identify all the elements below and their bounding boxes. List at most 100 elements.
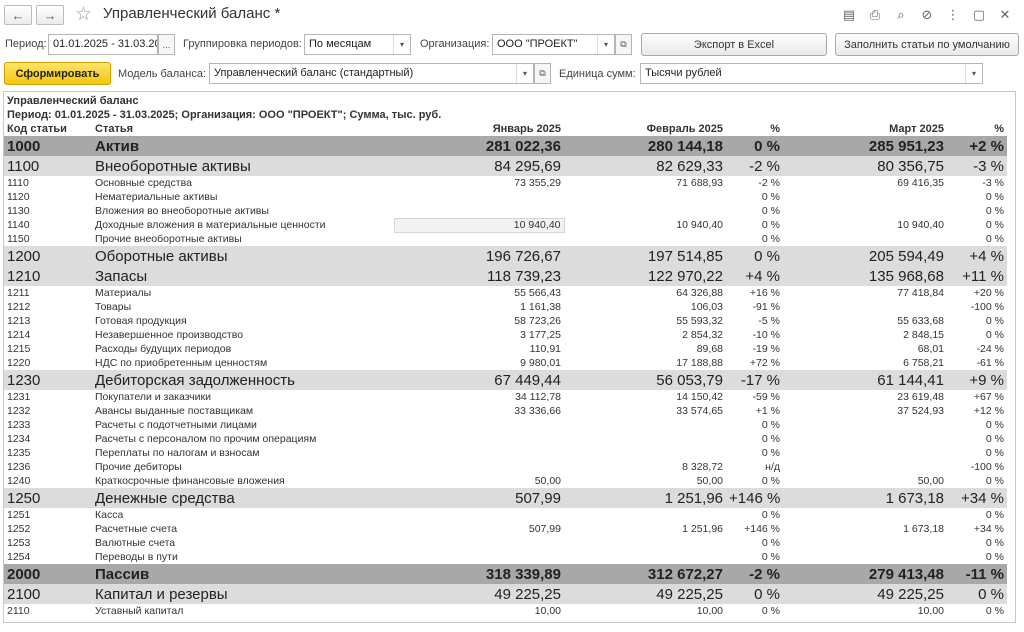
save-icon[interactable]: ▤ xyxy=(842,7,856,22)
table-row[interactable]: 1100 Внеоборотные активы 84 295,69 82 629,3… xyxy=(4,156,1007,176)
percent-mar: 0 % xyxy=(947,328,1007,342)
row-code: 1252 xyxy=(4,522,92,536)
period-select-button[interactable]: ... xyxy=(158,34,175,55)
preview-icon[interactable]: ⌕ xyxy=(897,7,905,22)
table-row[interactable]: 1233 Расчеты с подотчетными лицами 0 % 0 % xyxy=(4,418,1007,432)
row-name: Готовая продукция xyxy=(92,314,394,328)
value-mar: 37 524,93 xyxy=(783,404,947,418)
model-select[interactable]: Управленческий баланс (стандартный) ▾ xyxy=(209,63,534,84)
percent-mar: -100 % xyxy=(947,300,1007,314)
table-row[interactable]: 1254 Переводы в пути 0 % 0 % xyxy=(4,550,1007,564)
more-icon[interactable]: ⋮ xyxy=(946,7,960,22)
table-row[interactable]: 1150 Прочие внеоборотные активы 0 % 0 % xyxy=(4,232,1007,246)
row-code: 1214 xyxy=(4,328,92,342)
table-row[interactable]: 1231 Покупатели и заказчики 34 112,78 14 15… xyxy=(4,390,1007,404)
table-row[interactable]: 1130 Вложения во внеоборотные активы 0 % 0 … xyxy=(4,204,1007,218)
row-name: Расчетные счета xyxy=(92,522,394,536)
table-row[interactable]: 1250 Денежные средства 507,99 1 251,96 +146 … xyxy=(4,488,1007,508)
percent-mar: -100 % xyxy=(947,460,1007,474)
table-row[interactable]: 1234 Расчеты с персоналом по прочим опера… xyxy=(4,432,1007,446)
percent-mar: +9 % xyxy=(947,370,1007,390)
value-feb: 89,68 xyxy=(564,342,726,356)
export-excel-button[interactable]: Экспорт в Excel xyxy=(641,33,827,56)
value-jan: 1 161,38 xyxy=(394,300,564,314)
percent-mar: 0 % xyxy=(947,204,1007,218)
value-jan: 507,99 xyxy=(394,522,564,536)
generate-button[interactable]: Сформировать xyxy=(4,62,111,85)
row-name: Расходы будущих периодов xyxy=(92,342,394,356)
table-row[interactable]: 1120 Нематериальные активы 0 % 0 % xyxy=(4,190,1007,204)
chevron-down-icon[interactable]: ▾ xyxy=(597,35,614,54)
value-mar: 205 594,49 xyxy=(783,246,947,266)
row-name: Материалы xyxy=(92,286,394,300)
row-name: Покупатели и заказчики xyxy=(92,390,394,404)
print-icon[interactable]: ⎙ xyxy=(869,7,881,22)
table-row[interactable]: 1220 НДС по приобретенным ценностям 9 980,… xyxy=(4,356,1007,370)
percent-mar: +4 % xyxy=(947,246,1007,266)
table-row[interactable]: 1214 Незавершенное производство 3 177,25 2 … xyxy=(4,328,1007,342)
row-name: Внеоборотные активы xyxy=(92,156,394,176)
back-button[interactable]: ← xyxy=(4,5,32,25)
column-header: % xyxy=(770,123,780,135)
table-row[interactable]: 1200 Оборотные активы 196 726,67 197 514,85… xyxy=(4,246,1007,266)
table-row[interactable]: 2110 Уставный капитал 10,00 10,00 0 % 10,00 0 … xyxy=(4,604,1007,618)
chevron-down-icon[interactable]: ▾ xyxy=(393,35,410,54)
column-header: Код статьи xyxy=(7,123,67,135)
column-header: % xyxy=(994,123,1004,135)
value-mar: 10 940,40 xyxy=(783,218,947,232)
organization-label: Организация: xyxy=(420,38,490,50)
table-row[interactable]: 1140 Доходные вложения в материальные цен… xyxy=(4,217,1007,233)
close-icon[interactable]: ✕ xyxy=(999,7,1011,22)
percent-feb: 0 % xyxy=(726,204,783,218)
table-row[interactable]: 1252 Расчетные счета 507,99 1 251,96 +146 % 1… xyxy=(4,522,1007,536)
table-row[interactable]: 1253 Валютные счета 0 % 0 % xyxy=(4,536,1007,550)
chevron-down-icon[interactable]: ▾ xyxy=(516,64,533,83)
value-jan: 3 177,25 xyxy=(394,328,564,342)
table-row[interactable]: 1236 Прочие дебиторы 8 328,72 н/д -100 % xyxy=(4,460,1007,474)
table-row[interactable]: 1211 Материалы 55 566,43 64 326,88 +16 % 77 4… xyxy=(4,286,1007,300)
period-input[interactable]: 01.01.2025 - 31.03.20 xyxy=(48,34,158,55)
value-mar xyxy=(783,432,947,446)
table-row[interactable]: 1215 Расходы будущих периодов 110,91 89,68-… xyxy=(4,342,1007,356)
row-name: НДС по приобретенным ценностям xyxy=(92,356,394,370)
table-row[interactable]: 1000 Актив 281 022,36 280 144,18 0 % 285 951,… xyxy=(4,136,1007,156)
table-row[interactable]: 1230 Дебиторская задолженность 67 449,44 56… xyxy=(4,370,1007,390)
open-model-icon[interactable]: ⧉ xyxy=(534,63,551,84)
open-organization-icon[interactable]: ⧉ xyxy=(615,34,632,55)
row-code: 1231 xyxy=(4,390,92,404)
favorite-star-icon[interactable]: ☆ xyxy=(75,4,93,25)
chevron-down-icon[interactable]: ▾ xyxy=(965,64,982,83)
row-name: Расчеты с подотчетными лицами xyxy=(92,418,394,432)
table-row[interactable]: 1110 Основные средства 73 355,29 71 688,93-… xyxy=(4,176,1007,190)
report-panel[interactable]: Управленческий баланс Период: 01.01.2025… xyxy=(3,91,1016,623)
row-code: 2100 xyxy=(4,584,92,604)
row-code: 1251 xyxy=(4,508,92,522)
percent-mar: 0 % xyxy=(947,550,1007,564)
grouping-select[interactable]: По месяцам ▾ xyxy=(304,34,411,55)
value-feb xyxy=(564,432,726,446)
table-row[interactable]: 1212 Товары 1 161,38 106,03 -91 % -100 % xyxy=(4,300,1007,314)
forward-button[interactable]: → xyxy=(36,5,64,25)
table-row[interactable]: 1251 Касса 0 % 0 % xyxy=(4,508,1007,522)
table-row[interactable]: 1235 Переплаты по налогам и взносам 0 % 0 % xyxy=(4,446,1007,460)
table-row[interactable]: 1232 Авансы выданные поставщикам 33 336,66… xyxy=(4,404,1007,418)
row-code: 1210 xyxy=(4,266,92,286)
value-mar: 49 225,25 xyxy=(783,584,947,604)
row-code: 1120 xyxy=(4,190,92,204)
percent-feb: н/д xyxy=(726,460,783,474)
fill-defaults-button[interactable]: Заполнить статьи по умолчанию xyxy=(835,33,1019,56)
row-code: 1220 xyxy=(4,356,92,370)
maximize-icon[interactable]: ▢ xyxy=(972,7,986,22)
value-jan xyxy=(394,204,564,218)
table-row[interactable]: 1210 Запасы 118 739,23 122 970,22 +4 % 135 96… xyxy=(4,266,1007,286)
table-row[interactable]: 2100 Капитал и резервы 49 225,25 49 225,25 0… xyxy=(4,584,1007,604)
percent-mar: 0 % xyxy=(947,232,1007,246)
percent-mar: -3 % xyxy=(947,156,1007,176)
link-icon[interactable]: ⊘ xyxy=(921,7,933,22)
value-mar xyxy=(783,232,947,246)
organization-select[interactable]: ООО "ПРОЕКТ" ▾ xyxy=(492,34,615,55)
table-row[interactable]: 1240 Краткосрочные финансовые вложения 50,… xyxy=(4,474,1007,488)
table-row[interactable]: 1213 Готовая продукция 58 723,26 55 593,32-… xyxy=(4,314,1007,328)
unit-select[interactable]: Тысячи рублей ▾ xyxy=(640,63,983,84)
table-row[interactable]: 2000 Пассив 318 339,89 312 672,27 -2 % 279 41… xyxy=(4,564,1007,584)
